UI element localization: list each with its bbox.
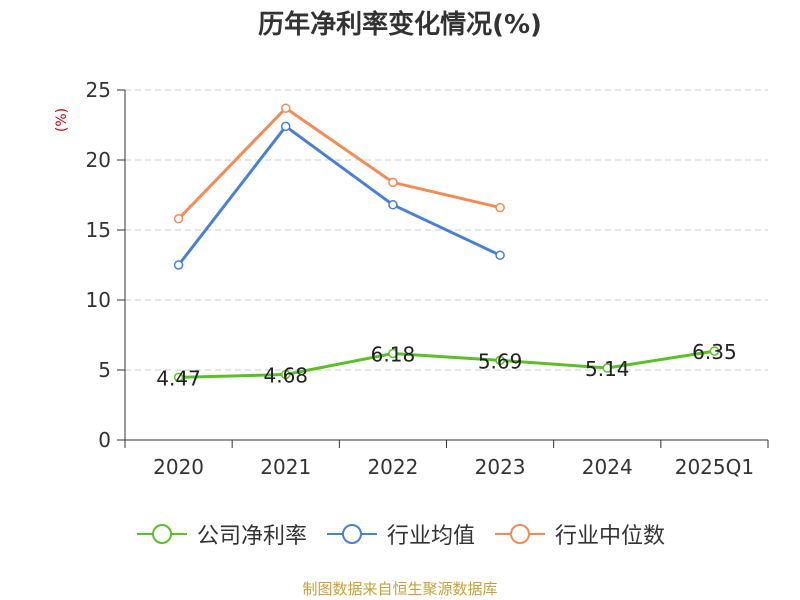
- series-line: [177, 106, 501, 220]
- legend-label: 公司净利率: [196, 524, 307, 549]
- data-point: [495, 250, 505, 260]
- data-point: [388, 200, 398, 210]
- data-label: 4.68: [263, 363, 308, 387]
- data-label: 4.47: [156, 366, 201, 390]
- data-point: [388, 348, 398, 359]
- legend-item: 行业中位数: [493, 518, 665, 550]
- y-tick-label: 0: [98, 428, 111, 452]
- x-tick-label: 2020: [153, 455, 204, 479]
- legend-label: 行业中位数: [555, 524, 666, 549]
- data-point: [281, 369, 291, 380]
- series-line: [177, 124, 501, 266]
- chart-title: 历年净利率变化情况(%): [258, 10, 542, 40]
- series-line: [178, 349, 715, 379]
- y-tick-label: 25: [86, 78, 111, 102]
- y-tick-label: 5: [98, 358, 111, 382]
- legend-item: 公司净利率: [135, 518, 307, 550]
- x-tick-label: 2022: [367, 455, 418, 479]
- x-tick-label: 2024: [582, 455, 633, 479]
- data-point: [495, 355, 505, 366]
- data-point: [281, 103, 291, 113]
- legend-marker-icon: [326, 524, 377, 544]
- legend-label: 行业均值: [386, 524, 475, 549]
- data-point: [709, 346, 720, 356]
- data-point: [281, 121, 291, 132]
- x-tick-label: 2021: [260, 455, 311, 479]
- data-source-note: 制图数据来自恒生聚源数据库: [302, 580, 498, 598]
- legend-marker-icon: [495, 524, 545, 544]
- data-point: [388, 177, 398, 188]
- chart-legend: 公司净利率 行业均值 行业中位数: [0, 518, 800, 550]
- x-tick-label: 2025Q1: [675, 455, 754, 479]
- data-label: 6.18: [371, 342, 416, 366]
- data-label: 5.69: [478, 349, 523, 373]
- legend-marker-icon: [136, 524, 187, 544]
- y-axis-unit-label: (%): [54, 107, 71, 133]
- data-label: 5.14: [585, 357, 630, 381]
- data-point: [173, 214, 184, 224]
- legend-item: 行业均值: [325, 518, 475, 550]
- data-point: [602, 363, 612, 373]
- data-label: 6.35: [692, 340, 737, 364]
- data-point: [173, 372, 184, 383]
- y-tick-label: 15: [86, 218, 111, 242]
- x-tick-label: 2023: [475, 455, 526, 479]
- y-tick-label: 20: [86, 148, 111, 172]
- y-tick-label: 10: [86, 288, 111, 312]
- data-point: [495, 202, 505, 213]
- data-point: [173, 260, 184, 270]
